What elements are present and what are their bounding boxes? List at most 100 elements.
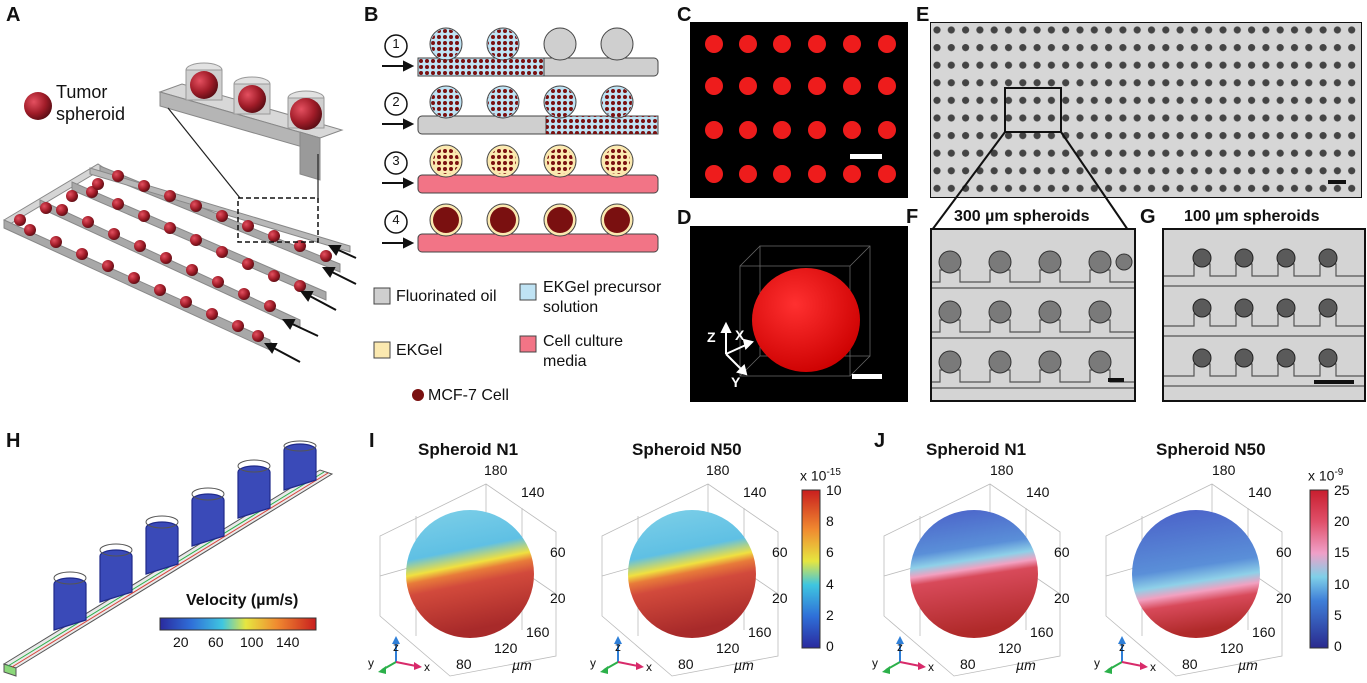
i-cb-10: 10	[826, 482, 842, 498]
j2-triad-z: z	[1119, 640, 1125, 654]
scale-bar	[852, 374, 882, 379]
j1-tick-80: 80	[960, 656, 976, 672]
i1-tick-140: 140	[521, 484, 545, 500]
j2-tick-160: 160	[1252, 624, 1276, 640]
j-title-n1: Spheroid N1	[926, 440, 1027, 459]
i-colorbar-exponent: x 10-15	[800, 467, 841, 484]
i-title-n1: Spheroid N1	[418, 440, 519, 459]
i1-tick-60: 60	[550, 544, 566, 560]
i2-tick-120: 120	[716, 640, 740, 656]
channel-array	[3, 163, 351, 351]
step-4-label: 4	[392, 212, 400, 227]
i2-tick-80: 80	[678, 656, 694, 672]
step-1-label: 1	[392, 36, 400, 51]
i1-triad-x: x	[424, 660, 430, 674]
j1-triad-z: z	[897, 640, 903, 654]
j2-tick-180: 180	[1212, 462, 1236, 478]
j-cb-10: 10	[1334, 576, 1350, 592]
axis-y: Y	[731, 374, 741, 390]
j-cb-15: 15	[1334, 544, 1350, 560]
i-cb-8: 8	[826, 513, 834, 529]
i2-tick-20: 20	[772, 590, 788, 606]
legend-precursor-1: EKGel precursor	[543, 279, 662, 296]
loading-steps-diagram	[373, 27, 659, 401]
tumor-label: Tumor	[56, 82, 108, 102]
concentration-colorbar-j	[1309, 489, 1329, 649]
velocity-tick-20: 20	[173, 634, 189, 650]
concentration-spheres-i	[378, 483, 821, 677]
device-3d-schematic	[3, 62, 357, 363]
i1-triad-z: z	[393, 640, 399, 654]
i2-tick-60: 60	[772, 544, 788, 560]
j-cb-0: 0	[1334, 638, 1342, 654]
j2-tick-80: 80	[1182, 656, 1198, 672]
concentration-colorbar-i	[801, 489, 821, 649]
brightfield-array-image	[930, 22, 1362, 198]
i2-tick-160: 160	[748, 624, 772, 640]
spheroid-n1-sphere	[406, 510, 534, 638]
j1-triad-x: x	[928, 660, 934, 674]
j-colorbar-exponent: x 10-9	[1308, 467, 1344, 484]
ekgel-swatch	[373, 341, 391, 359]
fluorescence-array-image	[690, 22, 908, 198]
j1-tick-140: 140	[1026, 484, 1050, 500]
panel-label-b: B	[364, 4, 379, 26]
j1-tick-120: 120	[998, 640, 1022, 656]
zoom-box	[1004, 87, 1062, 133]
i1-tick-20: 20	[550, 590, 566, 606]
spheroid-label: spheroid	[56, 104, 126, 124]
media-swatch	[519, 335, 537, 353]
velocity-tick-100: 100	[240, 634, 264, 650]
legend-precursor-2: solution	[543, 299, 599, 316]
zoomed-channel-segment	[158, 62, 344, 181]
j2-unit: µm	[1238, 657, 1258, 673]
j1-tick-180: 180	[990, 462, 1014, 478]
panel-label-h: H	[6, 430, 21, 452]
i2-triad-z: z	[615, 640, 621, 654]
j-cb-20: 20	[1334, 513, 1350, 529]
j2-triad-y: y	[1094, 656, 1100, 670]
scale-bar	[850, 154, 882, 159]
panel-label-i: I	[369, 430, 375, 452]
i2-tick-180: 180	[706, 462, 730, 478]
legend-cell: MCF-7 Cell	[428, 387, 509, 404]
step-2-label: 2	[392, 94, 400, 109]
spheroids-100um-image	[1162, 228, 1366, 402]
panel-label-f: F	[906, 206, 919, 228]
j2-tick-60: 60	[1276, 544, 1292, 560]
panel-label-a: A	[6, 4, 21, 26]
precursor-swatch	[519, 283, 537, 301]
spheroid-n50-sphere	[628, 510, 756, 638]
axis-x: X	[735, 327, 745, 343]
legend-ekgel: EKGel	[396, 342, 443, 359]
i2-triad-x: x	[646, 660, 652, 674]
tumor-spheroid-legend-icon	[24, 92, 52, 120]
panel-label-d: D	[677, 207, 692, 229]
spheroid-n50-sphere-j	[1132, 510, 1260, 638]
legend-media-1: Cell culture	[543, 333, 624, 350]
i-title-n50: Spheroid N50	[632, 440, 742, 459]
i1-tick-180: 180	[484, 462, 508, 478]
zoom-box	[237, 197, 319, 243]
spheroid-n1-sphere-j	[910, 510, 1038, 638]
f-title: 300 µm spheroids	[954, 208, 1090, 225]
oil-swatch	[373, 287, 391, 305]
i-cb-2: 2	[826, 607, 834, 623]
j-cb-5: 5	[1334, 607, 1342, 623]
panel-label-j: J	[874, 430, 886, 452]
velocity-title: Velocity (µm/s)	[186, 592, 299, 609]
spheroid-3d-render	[690, 226, 908, 402]
j2-triad-x: x	[1150, 660, 1156, 674]
i1-tick-120: 120	[494, 640, 518, 656]
velocity-tick-60: 60	[208, 634, 224, 650]
i1-unit: µm	[512, 657, 532, 673]
scale-bar	[1328, 180, 1346, 184]
axis-z: Z	[707, 329, 716, 345]
j1-unit: µm	[1016, 657, 1036, 673]
i2-tick-140: 140	[743, 484, 767, 500]
j1-triad-y: y	[872, 656, 878, 670]
i-cb-4: 4	[826, 576, 834, 592]
g-title: 100 µm spheroids	[1184, 208, 1320, 225]
i1-tick-80: 80	[456, 656, 472, 672]
legend-oil: Fluorinated oil	[396, 288, 497, 305]
